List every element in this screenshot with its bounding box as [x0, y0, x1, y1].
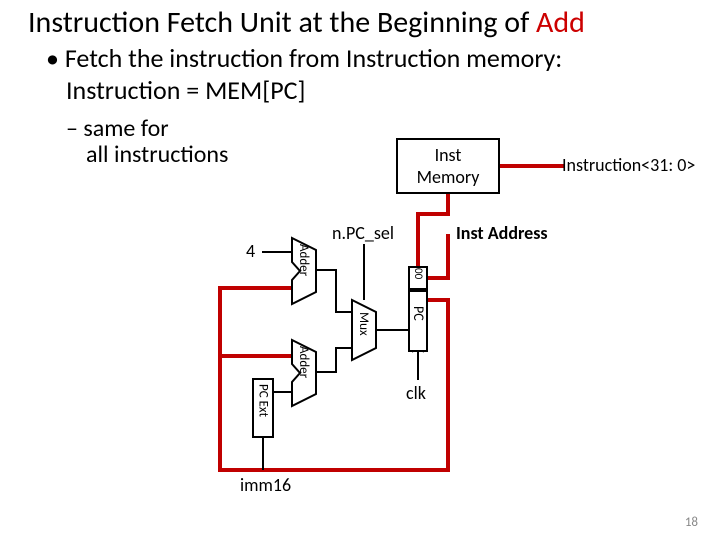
instruction-out-label: Instruction<31: 0> — [562, 154, 695, 176]
clk-label: clk — [406, 382, 426, 404]
pcext-label: PC Ext — [256, 384, 271, 417]
wiring-svg — [0, 0, 720, 540]
pcext-box: PC Ext — [252, 378, 274, 438]
adder1-label: Adder — [296, 244, 311, 281]
inst-memory-l2: Memory — [398, 166, 498, 188]
inst-address-label: Inst Address — [456, 222, 548, 244]
adder2-label: Adder — [296, 346, 311, 383]
four-label: 4 — [246, 240, 255, 262]
imm16-label: imm16 — [240, 474, 291, 496]
inst-memory-box: Inst Memory — [396, 138, 500, 194]
zerozero-box: 00 — [408, 266, 428, 290]
diagram: Inst Memory 00 PC PC Ext Adder Adder Mux… — [0, 0, 720, 540]
page-number: 18 — [685, 515, 698, 530]
inst-memory-l1: Inst — [398, 144, 498, 166]
npcsel-label: n.PC_sel — [332, 222, 394, 244]
zerozero-label: 00 — [413, 268, 423, 279]
pc-box: PC — [408, 290, 428, 352]
pc-label: PC — [410, 306, 427, 321]
mux-label: Mux — [356, 312, 371, 341]
